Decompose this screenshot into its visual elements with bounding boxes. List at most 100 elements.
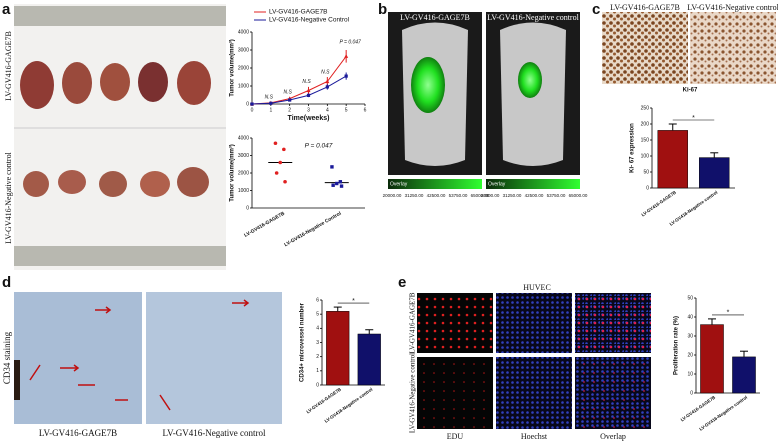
y-tick-label: 20 [687,352,693,358]
x-tick-label: 2 [288,107,291,113]
row-label: LV-GV416-Negative control [409,353,417,433]
image-caption: LV-GV416-GAGE7B [400,13,470,22]
scale-label: 65000.00 [569,193,588,198]
bioluminescence-image [388,12,580,189]
bar [699,157,730,189]
x-tick-label: 0 [251,107,254,113]
panel-label: d [2,274,11,291]
point [282,147,286,152]
point [330,165,334,169]
y-tick-label: 4000 [238,135,249,141]
point [339,184,344,188]
y-tick-label: 50 [687,295,693,301]
scale-label: 65000.00 [471,193,490,198]
x-tick-label: LV-GV416-Negative Control [283,210,343,248]
marker [325,85,329,89]
y-tick-label: 0 [690,390,693,396]
scale-label: 20000.00 [481,193,500,198]
y-tick-label: 0 [246,205,249,211]
scale-label: 53750.00 [449,193,468,198]
annotation: * [692,115,695,122]
row-label: LV-GV416-Negative control [4,151,13,243]
y-tick-label: 1000 [238,188,249,194]
point [273,141,278,146]
series-line [251,75,347,105]
annotation: N.S [265,95,274,101]
point [283,179,287,184]
y-tick-label: 3000 [238,153,249,159]
micrograph [602,12,688,84]
annotation: * [727,310,730,317]
panel-title: HUVEC [523,283,551,292]
y-tick-label: 4000 [238,29,249,35]
y-axis-label: CD34+ microvessel number [300,302,306,382]
image-caption: LV-GV416-Negative control [487,13,579,22]
x-axis-label: Time(weeks) [288,115,330,122]
bar [700,324,724,394]
marker [325,79,330,84]
fluorescence-image [417,293,651,429]
y-tick-label: 1 [316,368,319,374]
x-tick-label: LV-GV416-GAGE7B [243,210,286,238]
image-caption: LV-GV416-GAGE7B [610,3,680,12]
y-tick-label: 3000 [238,47,249,53]
annotation: P = 0.047 [339,39,361,45]
bar [326,311,350,386]
scale-label: 53750.00 [547,193,566,198]
marker [344,54,349,58]
image-caption: LV-GV416-Negative control [162,428,266,438]
marker [288,98,292,102]
marker [269,101,273,105]
point [278,160,283,165]
y-axis-label: Tumor volume(mm³) [229,144,236,202]
y-tick-label: 40 [687,314,693,320]
scale-label: 20000.00 [383,193,402,198]
legend-label: LV-GV416-GAGE7B [269,9,327,16]
annotation: N.S [321,69,330,75]
y-tick-label: 3 [316,340,319,346]
y-tick-label: 100 [641,153,650,159]
image-caption: LV-GV416-GAGE7B [39,428,117,438]
row-label: LV-GV416-GAGE7B [4,31,13,101]
scale-title: Overlay [390,181,408,187]
marker [250,102,254,106]
y-tick-label: 2000 [238,65,249,71]
x-tick-label: 5 [345,107,348,113]
y-tick-label: 6 [316,297,319,303]
panel-label: e [398,274,406,291]
y-tick-label: 30 [687,333,693,339]
annotation: N.S [283,89,292,95]
legend-label: LV-GV416-Negative Control [269,17,350,24]
row-label: LV-GV416-GAGE7B [409,292,417,353]
point [331,183,335,187]
x-tick-label: 6 [364,107,367,113]
point [335,181,339,186]
y-tick-label: 4 [316,326,319,332]
marker [306,88,311,93]
panel-label: c [592,1,600,18]
y-tick-label: 2000 [238,170,249,176]
y-tick-label: 250 [641,105,650,111]
scale-label: 31250.00 [405,193,424,198]
tumor-photo [14,4,226,270]
image-caption: LV-GV416-Negative control [687,3,778,12]
point [274,171,279,175]
stain-label: Ki-67 [683,88,698,94]
marker [344,74,348,78]
micrograph [690,12,776,84]
column-label: Overlap [600,432,626,441]
x-tick-label: 4 [326,107,329,113]
bar [657,130,688,189]
y-tick-label: 1000 [238,83,249,89]
scale-label: 31250.00 [503,193,522,198]
y-axis-label: Ki- 67 expression [630,123,636,173]
bar [357,333,381,386]
side-label: CD34 staining [2,331,12,384]
y-tick-label: 0 [246,101,249,107]
x-tick-label: LV-GV416-Negative control [669,190,719,227]
y-tick-label: 10 [687,371,693,377]
column-label: EDU [447,432,464,441]
panel-label: a [2,1,11,18]
y-tick-label: 200 [641,121,650,127]
